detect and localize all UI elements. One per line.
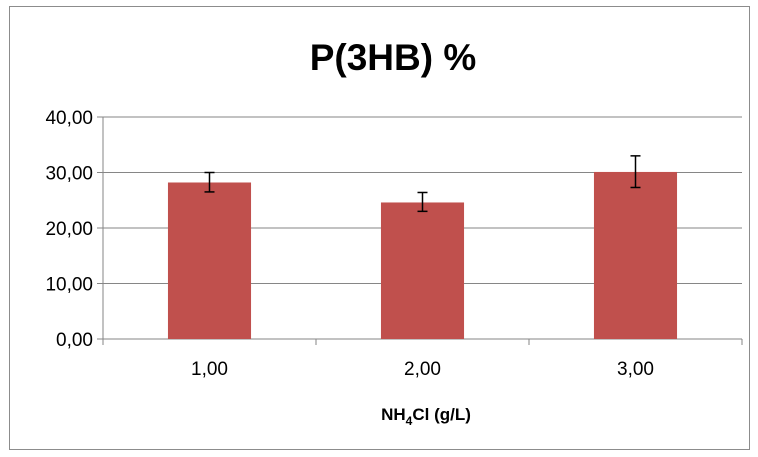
chart-title: P(3HB) %	[310, 37, 477, 78]
x-axis-ticks: 1,00 2,00 3,00	[191, 359, 654, 380]
y-axis-ticks: 0,00 10,00 20,00 30,00 40,00	[45, 108, 93, 351]
x-axis-label-subscript: 4	[406, 414, 413, 428]
bar	[380, 202, 465, 339]
x-axis-label-prefix: NH	[381, 405, 406, 424]
bar-layer	[167, 155, 678, 339]
y-tick-label: 20,00	[45, 219, 93, 240]
x-axis-label: NH4Cl (g/L)	[381, 405, 471, 428]
y-tick-label: 0,00	[56, 330, 93, 351]
x-tick-label: 3,00	[617, 359, 654, 380]
y-tick-label: 40,00	[45, 108, 93, 129]
x-tick-label: 2,00	[404, 359, 441, 380]
x-axis-label-suffix: Cl (g/L)	[412, 405, 471, 424]
bar	[167, 182, 252, 339]
y-tick-label: 30,00	[45, 164, 93, 185]
y-tick-label: 10,00	[45, 275, 93, 296]
x-tick-label: 1,00	[191, 359, 228, 380]
bar	[593, 171, 678, 339]
